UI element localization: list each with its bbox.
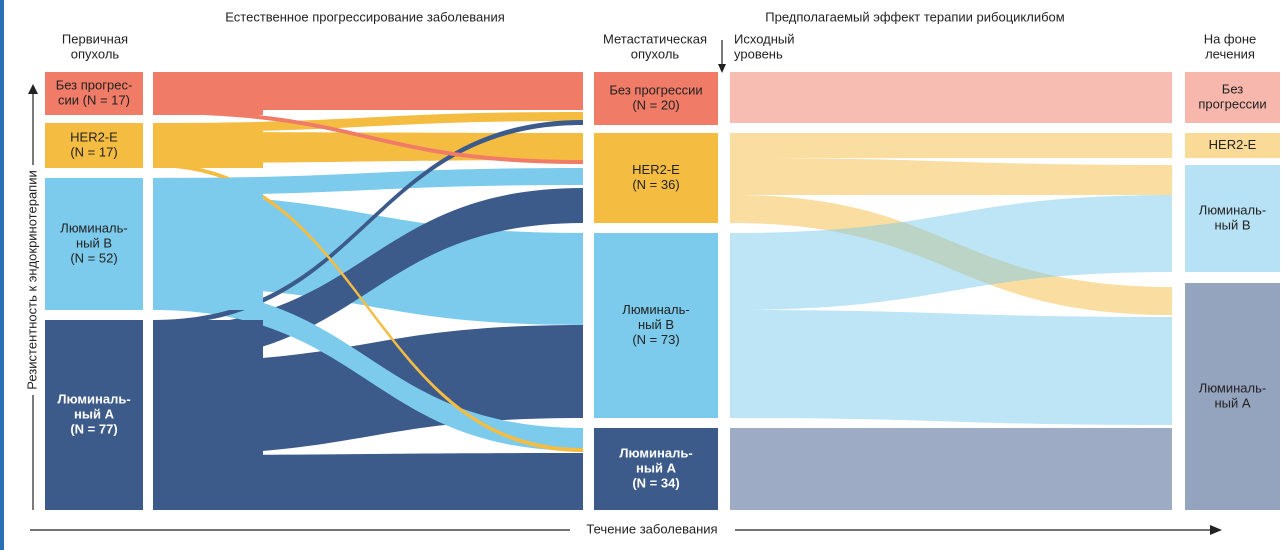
node (45, 320, 143, 510)
header: Естественное прогрессирование заболевани… (225, 9, 505, 24)
label-bg (25, 165, 41, 395)
column-header: опухоль (631, 46, 680, 61)
node (45, 72, 143, 115)
column-header: Исходный (734, 31, 795, 46)
flow (153, 110, 583, 164)
flow (730, 133, 1172, 158)
frame-edge (0, 0, 4, 550)
node (45, 178, 143, 310)
node (594, 133, 718, 223)
node (1185, 72, 1280, 123)
node-label: (N = 36) (632, 177, 679, 192)
column-header: лечения (1205, 46, 1255, 61)
flow (153, 120, 583, 325)
column-header: опухоль (71, 46, 120, 61)
node-label: Люминаль- (57, 391, 130, 406)
column-header: Метастатическая (603, 31, 707, 46)
node (45, 123, 143, 168)
arrow-head (1210, 525, 1222, 535)
node-label: Люминаль- (1199, 380, 1266, 395)
node-label: HER2-E (632, 162, 680, 177)
label-bg (570, 520, 735, 540)
node-label: ный А (1214, 395, 1250, 410)
node-label: Без прогрес- (56, 77, 133, 92)
node-label: (N = 52) (70, 250, 117, 265)
column-header: На фоне (1204, 31, 1257, 46)
node-label: (N = 20) (632, 97, 679, 112)
arrow-head (718, 64, 726, 73)
node-label: ный В (76, 235, 112, 250)
flow (730, 72, 1172, 123)
node-label: (N = 17) (70, 144, 117, 159)
node-label: (N = 34) (632, 475, 679, 490)
node-label: Без (1222, 81, 1243, 96)
flow (153, 163, 583, 452)
node (1185, 133, 1280, 158)
node (1185, 283, 1280, 510)
flow (730, 428, 1172, 510)
node-label: прогрессии (1198, 96, 1266, 111)
axis-label: Резистентность к эндокринотерапии (24, 170, 39, 389)
flow-start (153, 178, 263, 310)
flow-start (153, 123, 263, 168)
node-label: Люминаль- (1199, 202, 1266, 217)
flow-start (153, 320, 263, 510)
header: Предполагаемый эффект терапии рибоциклиб… (765, 9, 1065, 24)
column-header: уровень (734, 46, 783, 61)
column-header: Первичная (62, 31, 128, 46)
arrow-head (28, 84, 38, 94)
node (1185, 165, 1280, 272)
node-label: ный В (1214, 217, 1250, 232)
flow-start (153, 72, 263, 115)
node-label: Без прогрессии (609, 82, 702, 97)
node-label: (N = 77) (70, 421, 117, 436)
node-label: Люминаль- (622, 302, 689, 317)
node-label: Люминаль- (60, 220, 127, 235)
node-label: сии (N = 17) (58, 92, 130, 107)
node-label: ный А (636, 460, 677, 475)
node-label: Люминаль- (619, 445, 692, 460)
flow (730, 158, 1172, 195)
flow (730, 310, 1172, 425)
flows (153, 72, 1172, 510)
node-label: ный А (74, 406, 115, 421)
node-label: (N = 73) (632, 332, 679, 347)
node-label: ный В (638, 317, 674, 332)
node (594, 233, 718, 418)
flow (153, 287, 583, 451)
node-label: HER2-E (1209, 137, 1257, 152)
axis-label: Течение заболевания (586, 521, 717, 536)
flow (730, 195, 1172, 310)
node (594, 428, 718, 510)
node (594, 72, 718, 125)
nodes: Без прогрес-сии (N = 17)HER2-E(N = 17)Лю… (45, 72, 1280, 510)
node-label: HER2-E (70, 129, 118, 144)
